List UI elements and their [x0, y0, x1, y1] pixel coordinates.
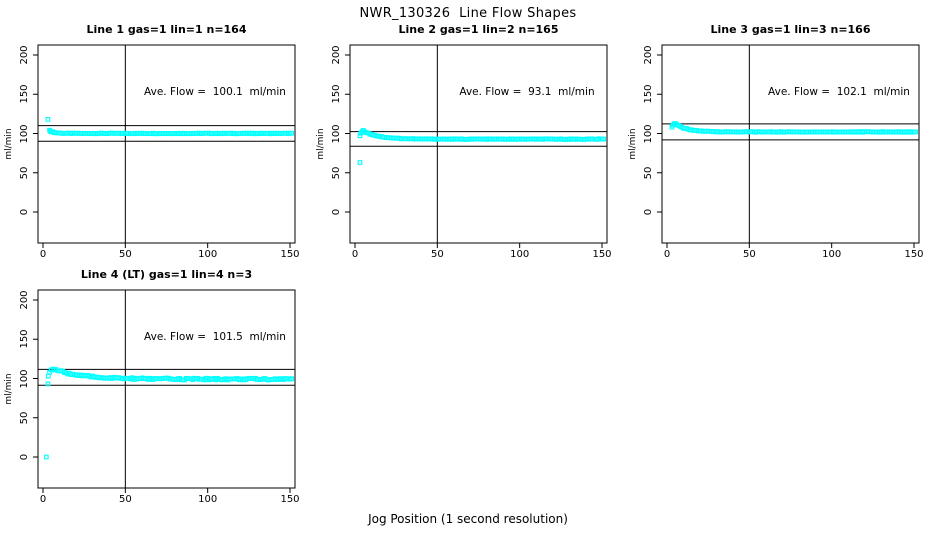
x-tick-label: 50	[118, 494, 132, 505]
panel-title: Line 2 gas=1 lin=2 n=165	[398, 23, 559, 36]
x-tick-label: 0	[663, 249, 671, 260]
x-tick-label: 50	[430, 249, 444, 260]
y-tick-label: 150	[643, 84, 654, 104]
x-axis-global-label: Jog Position (1 second resolution)	[368, 512, 568, 526]
plot-area	[33, 289, 296, 493]
y-axis-label: ml/min	[4, 373, 14, 405]
x-tick-label: 100	[198, 494, 218, 505]
y-tick-label: 0	[19, 453, 30, 461]
ave-flow-annotation: Ave. Flow = 100.1 ml/min	[144, 86, 286, 98]
x-tick-label: 150	[280, 494, 300, 505]
y-tick-label: 100	[331, 123, 342, 144]
y-axis-label: ml/min	[628, 128, 638, 160]
panel-title: Line 1 gas=1 lin=1 n=164	[86, 23, 247, 36]
x-tick-label: 100	[822, 249, 842, 260]
plot-box	[349, 44, 608, 244]
data-point	[601, 136, 607, 142]
y-axis-label: ml/min	[4, 128, 14, 160]
y-tick-label: 50	[19, 166, 30, 180]
data-point	[289, 376, 295, 382]
panel-line-3: Line 3 gas=1 lin=3 n=166 Ave. Flow = 102.…	[624, 20, 936, 270]
data-point	[357, 133, 363, 139]
data-point	[357, 160, 363, 165]
x-tick-label: 100	[510, 249, 530, 260]
plot-area	[345, 44, 608, 248]
y-tick-label: 150	[19, 84, 30, 104]
y-tick-label: 100	[19, 123, 30, 144]
x-tick-label: 0	[351, 249, 359, 260]
panel-line-4: Line 4 (LT) gas=1 lin=4 n=3 Ave. Flow = 1…	[0, 265, 312, 515]
main-title: NWR_130326 Line Flow Shapes	[359, 6, 577, 21]
y-tick-label: 200	[19, 290, 30, 310]
y-tick-label: 50	[643, 166, 654, 180]
data-point	[43, 454, 49, 460]
x-tick-label: 150	[592, 249, 612, 260]
x-tick-label: 100	[198, 249, 218, 260]
y-tick-label: 150	[19, 329, 30, 349]
y-tick-label: 200	[643, 45, 654, 65]
data-point	[289, 130, 295, 136]
data-point	[45, 373, 51, 379]
y-tick-label: 50	[19, 411, 30, 425]
x-tick-label: 150	[280, 249, 300, 260]
y-tick-label: 100	[19, 368, 30, 389]
x-tick-label: 150	[904, 249, 924, 260]
plot-area	[657, 44, 920, 248]
y-tick-label: 50	[331, 166, 342, 180]
panel-title: Line 4 (LT) gas=1 lin=4 n=3	[80, 268, 253, 281]
panel-title: Line 3 gas=1 lin=3 n=166	[710, 23, 871, 36]
data-point	[45, 381, 51, 387]
ave-flow-annotation: Ave. Flow = 101.5 ml/min	[144, 331, 286, 343]
panel-line-2: Line 2 gas=1 lin=2 n=165 Ave. Flow = 93.1…	[312, 20, 624, 270]
y-tick-label: 150	[331, 84, 342, 104]
data-point	[359, 129, 365, 134]
plot-box	[661, 44, 920, 244]
y-tick-label: 200	[331, 45, 342, 65]
ave-flow-annotation: Ave. Flow = 102.1 ml/min	[768, 86, 910, 98]
ave-flow-annotation: Ave. Flow = 93.1 ml/min	[459, 86, 595, 98]
panel-line-1: Line 1 gas=1 lin=1 n=164 Ave. Flow = 100.…	[0, 20, 312, 270]
data-point	[45, 117, 51, 122]
x-tick-label: 50	[742, 249, 756, 260]
y-axis-label: ml/min	[316, 128, 326, 160]
plot-box	[37, 44, 296, 244]
y-tick-label: 0	[19, 208, 30, 216]
y-tick-label: 0	[331, 208, 342, 216]
plot-box	[37, 289, 296, 489]
plot-area	[33, 44, 296, 248]
data-point	[913, 129, 919, 135]
x-tick-label: 0	[39, 494, 47, 505]
x-tick-label: 50	[118, 249, 132, 260]
y-tick-label: 200	[19, 45, 30, 65]
y-tick-label: 0	[643, 208, 654, 216]
y-tick-label: 100	[643, 123, 654, 144]
x-tick-label: 0	[39, 249, 47, 260]
